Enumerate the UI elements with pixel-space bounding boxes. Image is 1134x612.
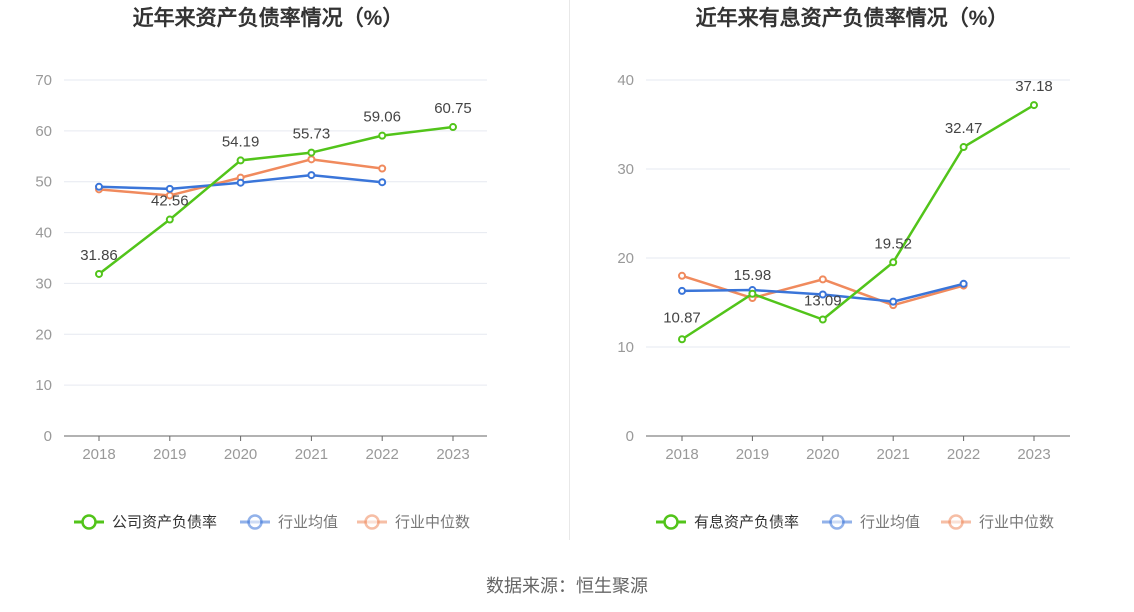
data-point	[818, 275, 827, 284]
y-tick-label: 70	[35, 72, 52, 89]
x-tick-label: 2020	[806, 446, 839, 463]
data-point	[307, 148, 316, 157]
data-point	[236, 178, 245, 187]
data-point	[378, 178, 387, 187]
data-point	[678, 286, 686, 295]
x-tick-label: 2021	[877, 446, 910, 463]
y-tick-label: 0	[626, 428, 634, 445]
y-tick-label: 10	[35, 377, 52, 394]
data-point	[959, 279, 968, 288]
data-point	[95, 269, 103, 278]
data-label: 42.56	[151, 193, 189, 210]
x-tick-label: 2023	[1017, 446, 1050, 463]
x-tick-label: 2023	[436, 446, 469, 463]
data-label: 19.52	[874, 235, 912, 252]
data-point	[165, 215, 174, 224]
y-tick-label: 30	[617, 161, 634, 178]
data-label: 10.87	[663, 309, 701, 326]
x-tick-label: 2022	[366, 446, 399, 463]
legend-label: 公司资产负债率	[112, 514, 217, 531]
chart-divider	[569, 0, 570, 540]
data-label: 55.73	[293, 126, 331, 143]
data-point	[889, 258, 898, 267]
y-tick-label: 30	[35, 275, 52, 292]
legend-marker	[829, 514, 845, 530]
chart-title: 近年来有息资产负债率情况（%）	[696, 6, 1009, 30]
data-point	[378, 164, 387, 173]
data-label: 60.75	[434, 100, 472, 117]
data-point	[236, 156, 245, 165]
data-point	[165, 184, 174, 193]
x-tick-label: 2019	[736, 446, 769, 463]
series-line	[98, 125, 454, 275]
legend-marker	[247, 514, 263, 530]
y-tick-label: 0	[44, 428, 52, 445]
data-label: 59.06	[363, 109, 401, 126]
y-tick-label: 40	[35, 225, 52, 242]
data-point	[678, 335, 686, 344]
y-tick-label: 10	[617, 339, 634, 356]
data-label: 54.19	[222, 133, 260, 150]
series-line	[681, 104, 1035, 341]
data-point	[678, 271, 686, 280]
legend-marker	[663, 514, 679, 530]
legend-label: 行业均值	[860, 514, 920, 531]
legend-marker	[81, 514, 97, 530]
data-point	[307, 155, 316, 164]
data-label: 13.09	[804, 292, 842, 309]
data-point	[307, 171, 316, 180]
data-point	[818, 290, 827, 299]
y-tick-label: 20	[35, 326, 52, 343]
data-label: 37.18	[1015, 78, 1053, 95]
x-tick-label: 2018	[665, 446, 698, 463]
legend-label: 行业均值	[278, 514, 338, 531]
data-point	[889, 297, 898, 306]
data-label: 31.86	[80, 247, 118, 264]
x-tick-label: 2022	[947, 446, 980, 463]
data-point	[95, 182, 103, 191]
x-tick-label: 2021	[295, 446, 328, 463]
y-tick-label: 20	[617, 250, 634, 267]
legend-marker	[364, 514, 380, 530]
x-tick-label: 2020	[224, 446, 257, 463]
data-point	[959, 143, 968, 152]
data-label: 15.98	[734, 267, 772, 284]
y-tick-label: 40	[617, 72, 634, 89]
data-point	[378, 131, 387, 140]
data-point	[1030, 101, 1038, 110]
x-tick-label: 2019	[153, 446, 186, 463]
legend-marker	[948, 514, 964, 530]
legend-label: 行业中位数	[395, 514, 470, 531]
data-point	[818, 315, 827, 324]
y-tick-label: 60	[35, 123, 52, 140]
legend-label: 有息资产负债率	[694, 514, 799, 531]
data-label: 32.47	[945, 120, 983, 137]
data-point	[449, 123, 457, 132]
data-source-note: 数据来源：恒生聚源	[486, 576, 648, 596]
data-point	[748, 289, 757, 298]
x-tick-label: 2018	[82, 446, 115, 463]
chart-2: 近年来有息资产负债率情况（%） 0 10 20 30 40 2018 2019 2020 2021…	[617, 6, 1070, 531]
chart-1: 近年来资产负债率情况（%） 0 10 20 30 40 50 60 70 2018 2019 2020…	[35, 6, 487, 531]
y-tick-label: 50	[35, 174, 52, 191]
legend-label: 行业中位数	[979, 514, 1054, 531]
chart-title: 近年来资产负债率情况（%）	[133, 6, 404, 30]
